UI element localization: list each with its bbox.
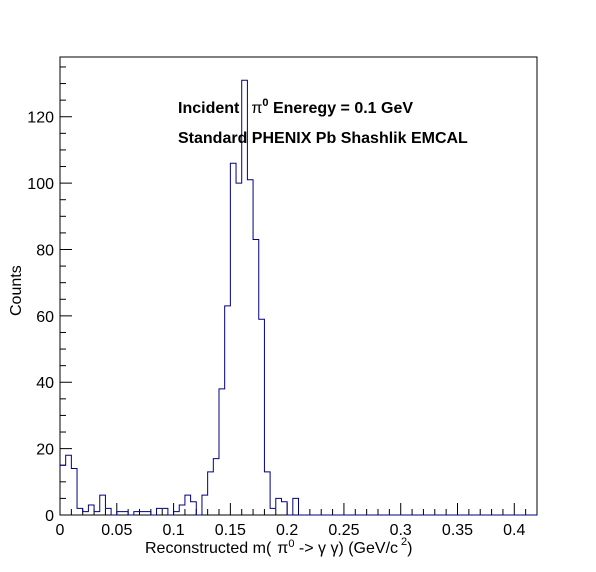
annotation-energy: Eneregy = 0.1 GeV	[269, 100, 414, 117]
y-tick-label: 80	[36, 242, 54, 259]
y-tick-label: 120	[27, 110, 54, 127]
annotation-pi: π	[251, 100, 262, 117]
x-tick-label: 0.2	[276, 522, 298, 539]
x-tick-label: 0.35	[442, 522, 473, 539]
y-tick-label: 60	[36, 309, 54, 326]
x-tick-labels: 0 0.05 0.1 0.15 0.2 0.25 0.3 0.35 0.4	[56, 522, 526, 539]
y-axis-title: Counts	[8, 265, 25, 316]
x-tick-label: 0.15	[215, 522, 246, 539]
x-tick-label: 0	[56, 522, 65, 539]
plot-frame	[60, 57, 537, 515]
x-axis-title-pi: π	[277, 540, 288, 557]
y-tick-label: 40	[36, 375, 54, 392]
y-tick-label: 0	[45, 508, 54, 525]
annotation-detector: Standard PHENIX Pb Shashlik EMCAL	[178, 130, 468, 147]
x-axis-title-suffix: )	[407, 540, 412, 557]
x-axis-title-middle: -> γ γ) (GeV/c	[294, 540, 398, 557]
x-tick-label: 0.4	[503, 522, 525, 539]
x-axis-title: Reconstructed m(π0 -> γ γ) (GeV/c 2)	[145, 536, 412, 557]
annotation-incident-energy: Incident π0 Eneregy = 0.1 GeV	[178, 97, 413, 117]
y-tick-label: 100	[27, 176, 54, 193]
x-tick-label: 0.25	[328, 522, 359, 539]
x-axis-title-prefix: Reconstructed m(	[145, 540, 272, 557]
y-tick-label: 20	[36, 442, 54, 459]
x-tick-label: 0.05	[101, 522, 132, 539]
annotation-incident-label: Incident	[178, 100, 240, 117]
x-tick-label: 0.1	[162, 522, 184, 539]
y-tick-labels: 0 20 40 60 80 100 120	[27, 110, 54, 525]
